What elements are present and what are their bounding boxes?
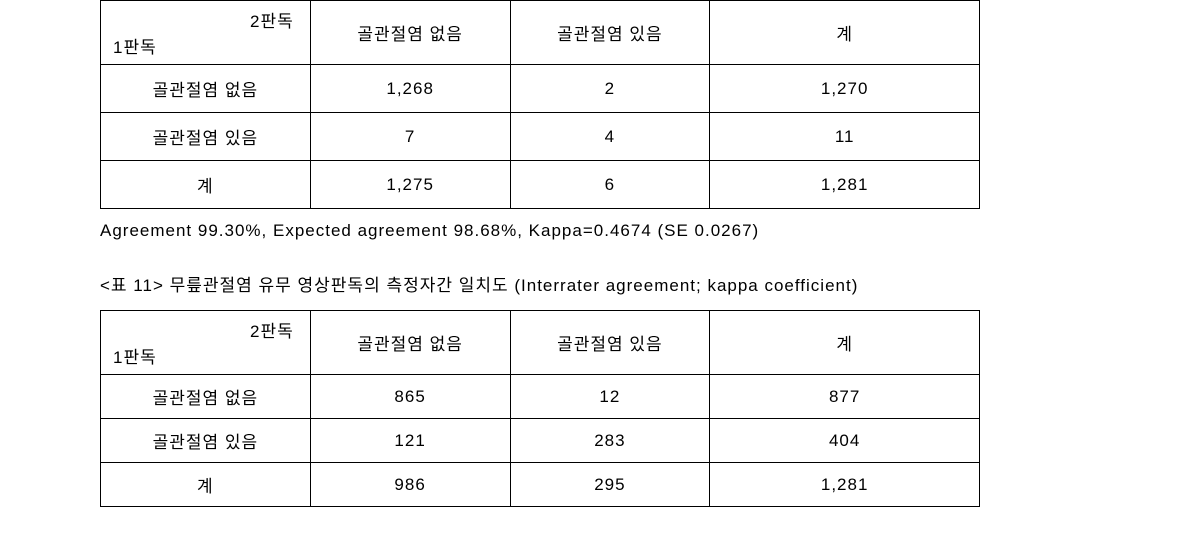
- table-row: 골관절염 없음 865 12 877: [101, 375, 980, 419]
- table1-section: 2판독 1판독 골관절염 없음 골관절염 있음 계 골관절염 없음 1,268 …: [100, 0, 1090, 241]
- table2-corner-cell: 2판독 1판독: [101, 311, 311, 375]
- table2-header-row: 2판독 1판독 골관절염 없음 골관절염 있음 계: [101, 311, 980, 375]
- cell-value: 2: [510, 65, 710, 113]
- cell-value: 1,281: [710, 463, 980, 507]
- cell-value: 7: [310, 113, 510, 161]
- table2-section: 2판독 1판독 골관절염 없음 골관절염 있음 계 골관절염 없음 865 12…: [100, 310, 1090, 507]
- cell-value: 1,270: [710, 65, 980, 113]
- table-row: 골관절염 있음 7 4 11: [101, 113, 980, 161]
- table1-corner-cell: 2판독 1판독: [101, 1, 311, 65]
- agreement-table-1: 2판독 1판독 골관절염 없음 골관절염 있음 계 골관절염 없음 1,268 …: [100, 0, 980, 209]
- row-label: 골관절염 없음: [101, 65, 311, 113]
- cell-value: 1,275: [310, 161, 510, 209]
- cell-value: 283: [510, 419, 710, 463]
- row-label: 골관절염 없음: [101, 375, 311, 419]
- header-top-right: 2판독: [250, 317, 294, 342]
- cell-value: 4: [510, 113, 710, 161]
- table-row: 골관절염 없음 1,268 2 1,270: [101, 65, 980, 113]
- cell-value: 1,281: [710, 161, 980, 209]
- row-label: 골관절염 있음: [101, 113, 311, 161]
- cell-value: 11: [710, 113, 980, 161]
- row-label: 골관절염 있음: [101, 419, 311, 463]
- header-top-right: 2판독: [250, 7, 294, 32]
- header-bottom-left: 1판독: [113, 343, 157, 368]
- table1-col1-header: 골관절염 없음: [310, 1, 510, 65]
- table2-col1-header: 골관절염 없음: [310, 311, 510, 375]
- row-label: 계: [101, 463, 311, 507]
- cell-value: 865: [310, 375, 510, 419]
- table1-col2-header: 골관절염 있음: [510, 1, 710, 65]
- cell-value: 121: [310, 419, 510, 463]
- cell-value: 404: [710, 419, 980, 463]
- agreement-table-2: 2판독 1판독 골관절염 없음 골관절염 있음 계 골관절염 없음 865 12…: [100, 310, 980, 507]
- cell-value: 986: [310, 463, 510, 507]
- cell-value: 6: [510, 161, 710, 209]
- header-bottom-left: 1판독: [113, 33, 157, 58]
- table-row: 계 1,275 6 1,281: [101, 161, 980, 209]
- cell-value: 12: [510, 375, 710, 419]
- table2-col2-header: 골관절염 있음: [510, 311, 710, 375]
- cell-value: 877: [710, 375, 980, 419]
- table2-title: <표 11> 무릎관절염 유무 영상판독의 측정자간 일치도 (Interrat…: [100, 271, 1090, 296]
- table2-col3-header: 계: [710, 311, 980, 375]
- table-row: 계 986 295 1,281: [101, 463, 980, 507]
- table1-col3-header: 계: [710, 1, 980, 65]
- table-row: 골관절염 있음 121 283 404: [101, 419, 980, 463]
- table1-caption: Agreement 99.30%, Expected agreement 98.…: [100, 221, 1090, 241]
- cell-value: 295: [510, 463, 710, 507]
- table1-header-row: 2판독 1판독 골관절염 없음 골관절염 있음 계: [101, 1, 980, 65]
- cell-value: 1,268: [310, 65, 510, 113]
- row-label: 계: [101, 161, 311, 209]
